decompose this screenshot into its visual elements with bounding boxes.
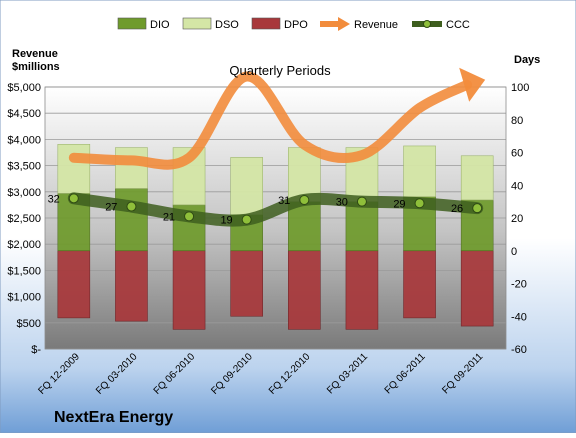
left-tick-label: $2,500	[7, 213, 41, 225]
dso-bar	[115, 147, 148, 189]
dio-bar	[115, 188, 148, 252]
ccc-point	[356, 196, 367, 207]
left-axis-label-line-2: $millions	[12, 61, 60, 73]
legend-label-dpo: DPO	[284, 19, 308, 31]
left-tick-label: $4,000	[7, 134, 41, 146]
legend-label-revenue: Revenue	[354, 19, 398, 31]
ccc-point	[126, 201, 137, 212]
ccc-point	[68, 193, 79, 204]
left-tick-label: $500	[17, 318, 41, 330]
right-tick-label: 0	[511, 246, 517, 258]
right-axis-label: Days	[514, 54, 540, 66]
right-tick-label: -40	[511, 311, 527, 323]
dpo-bar	[230, 250, 263, 317]
ccc-data-label: 26	[451, 203, 463, 215]
dpo-bar	[115, 250, 148, 322]
right-tick-label: 20	[511, 213, 523, 225]
left-axis-label-line-1: Revenue	[12, 48, 58, 60]
revenue-arrow-head	[459, 67, 486, 102]
left-tick-label: $5,000	[7, 82, 41, 94]
ccc-point	[241, 214, 252, 225]
dpo-bar	[345, 250, 379, 330]
dio-bar	[288, 201, 321, 252]
lines	[67, 67, 486, 227]
left-tick-label: $2,000	[7, 239, 41, 251]
ccc-data-label: 31	[278, 195, 290, 207]
revenue-line	[68, 71, 473, 170]
ccc-point	[414, 198, 425, 209]
left-tick-label: $1,000	[7, 292, 41, 304]
legend-label-dio: DIO	[150, 19, 170, 31]
legend-swatch-dio	[117, 17, 147, 30]
legend-swatch-dso	[182, 17, 212, 30]
chart-title: Quarterly Periods	[229, 63, 331, 78]
legend-swatch-dpo	[251, 17, 281, 30]
plot-border	[44, 86, 507, 350]
dio-bar	[345, 201, 379, 252]
right-tick-label: -60	[511, 344, 527, 356]
dso-bar	[230, 157, 263, 216]
left-tick-label: $4,500	[7, 108, 41, 120]
dso-bar	[57, 144, 91, 194]
ccc-data-label: 29	[393, 198, 405, 210]
ccc-point	[472, 203, 483, 214]
left-tick-label: $1,500	[7, 265, 41, 277]
ccc-data-label: 21	[163, 211, 175, 223]
legend: DIO DSO DPO Revenue CCC	[117, 17, 470, 31]
legend-swatch-ccc-marker	[423, 20, 431, 28]
company-name: NextEra Energy	[54, 409, 173, 426]
legend-label-dso: DSO	[215, 19, 239, 31]
dpo-bar	[403, 250, 436, 319]
right-tick-label: 100	[511, 82, 529, 94]
legend-label-ccc: CCC	[446, 19, 470, 31]
ccc-data-label: 32	[48, 193, 60, 205]
legend-swatch-revenue-arrow	[338, 17, 350, 31]
left-tick-label: $-	[31, 344, 41, 356]
right-tick-label: 60	[511, 148, 523, 160]
dpo-bar	[460, 250, 494, 327]
ccc-point	[184, 211, 195, 222]
ccc-data-label: 19	[220, 215, 232, 227]
right-tick-label: 80	[511, 115, 523, 127]
dpo-bar	[288, 250, 321, 330]
right-tick-label: 40	[511, 180, 523, 192]
left-tick-label: $3,500	[7, 161, 41, 173]
ccc-data-label: 30	[336, 197, 348, 209]
dpo-bar	[57, 250, 91, 319]
ccc-point	[299, 194, 310, 205]
right-tick-label: -20	[511, 279, 527, 291]
dso-bar	[460, 155, 494, 201]
ccc-data-label: 27	[105, 202, 117, 214]
dpo-bar	[172, 250, 206, 330]
dso-bar	[403, 145, 436, 198]
left-tick-label: $3,000	[7, 187, 41, 199]
